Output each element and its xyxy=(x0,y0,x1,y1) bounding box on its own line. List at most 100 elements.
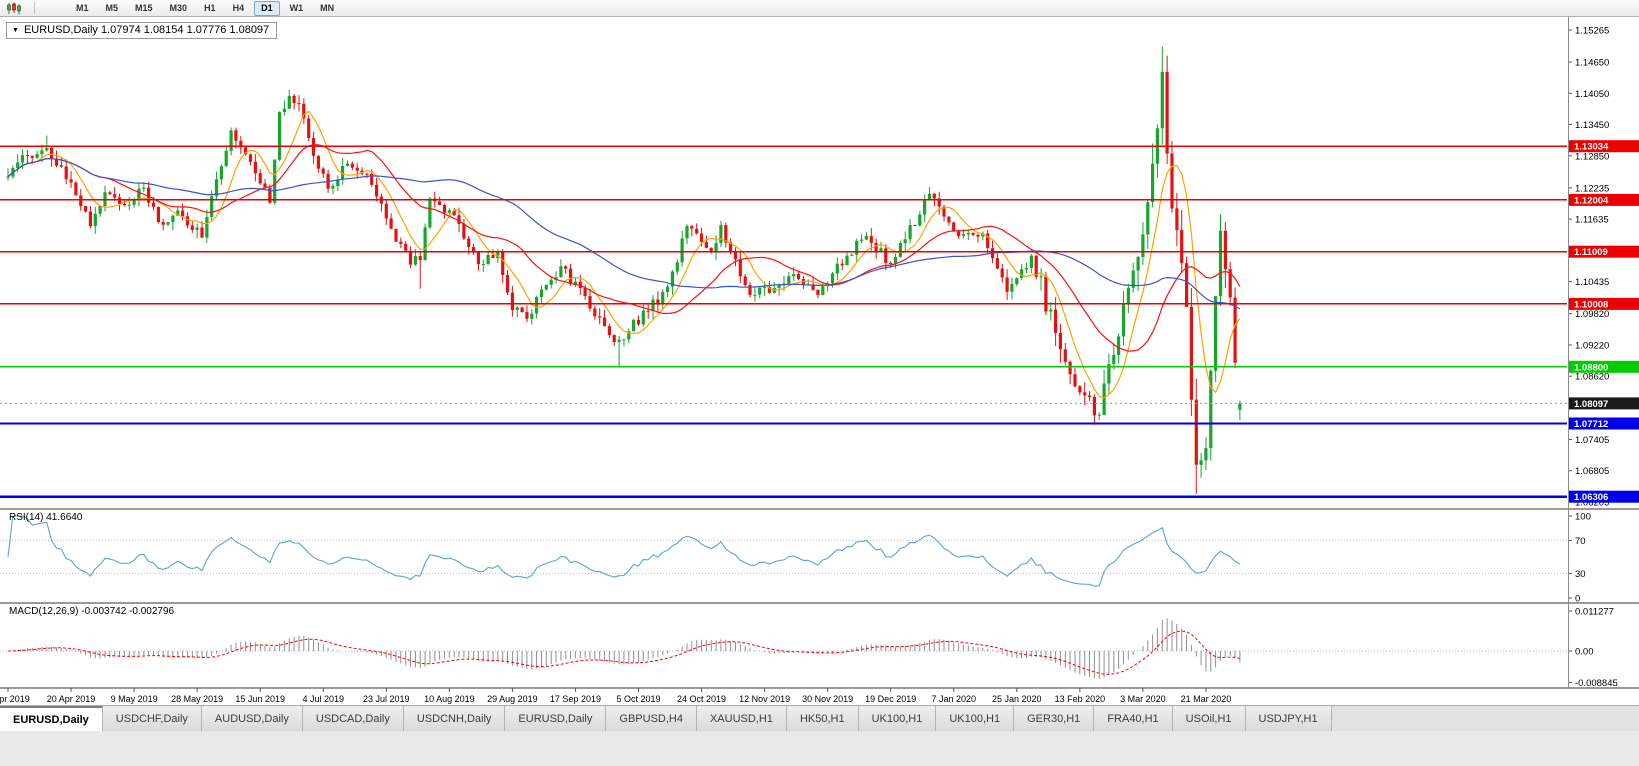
date-label: 19 Dec 2019 xyxy=(865,694,916,704)
price-tag-1.06306: 1.06306 xyxy=(1569,490,1639,503)
chart-tab-uk100-h1-9[interactable]: UK100,H1 xyxy=(858,706,937,731)
date-label: 23 Jul 2019 xyxy=(363,694,410,704)
date-label: 17 Sep 2019 xyxy=(550,694,601,704)
price-tag-1.08800: 1.08800 xyxy=(1569,360,1639,373)
timeframe-w1-button[interactable]: W1 xyxy=(289,2,304,13)
date-label: 13 Feb 2020 xyxy=(1055,694,1106,704)
chart-tab-audusd-daily-2[interactable]: AUDUSD,Daily xyxy=(201,706,303,731)
svg-text:1.06306: 1.06306 xyxy=(1574,492,1608,503)
price-tick-label: 1.07405 xyxy=(1575,435,1609,446)
rsi-tick-label: 0 xyxy=(1575,594,1580,605)
date-label: 24 Oct 2019 xyxy=(677,694,726,704)
price-tick-label: 1.15265 xyxy=(1575,26,1609,37)
collapse-triangle-icon[interactable]: ▼ xyxy=(12,26,19,34)
macd-tick-label: 0.011277 xyxy=(1575,607,1614,618)
date-label: 30 Nov 2019 xyxy=(802,694,853,704)
date-label: 21 Mar 2020 xyxy=(1181,694,1232,704)
date-label: 10 Aug 2019 xyxy=(424,694,475,704)
price-tag-1.10008: 1.10008 xyxy=(1569,297,1639,310)
macd-indicator-label: MACD(12,26,9) -0.003742 -0.002796 xyxy=(9,606,175,617)
chart-tab-fra40-h1-12[interactable]: FRA40,H1 xyxy=(1094,706,1173,731)
date-label: 15 Jun 2019 xyxy=(235,694,285,704)
date-label: 12 Nov 2019 xyxy=(739,694,790,704)
rsi-indicator-label: RSI(14) 41.6640 xyxy=(9,512,83,523)
price-tick-label: 1.06805 xyxy=(1575,466,1609,477)
price-tick-label: 1.10435 xyxy=(1575,277,1609,288)
price-tag-1.11009: 1.11009 xyxy=(1569,245,1639,258)
price-tick-label: 1.09220 xyxy=(1575,340,1609,351)
macd-tick-label: -0.008845 xyxy=(1575,678,1618,689)
chart-tab-xauusd-h1-7[interactable]: XAUUSD,H1 xyxy=(696,706,787,731)
chart-title: EURUSD,Daily 1.07974 1.08154 1.07776 1.0… xyxy=(23,24,270,36)
date-label: 7 Jan 2020 xyxy=(931,694,976,704)
timeframe-m1-button[interactable]: M1 xyxy=(76,2,89,13)
chart-tab-hk50-h1-8[interactable]: HK50,H1 xyxy=(786,706,859,731)
price-tick-label: 1.14650 xyxy=(1575,58,1609,69)
rsi-line xyxy=(7,515,1241,587)
date-label: 28 May 2019 xyxy=(171,694,223,704)
macd-signal-line xyxy=(7,630,1241,675)
fast-ma-line xyxy=(7,110,1241,399)
date-label: 4 Jul 2019 xyxy=(302,694,344,704)
date-label: 3 Mar 2020 xyxy=(1120,694,1166,704)
rsi-tick-label: 70 xyxy=(1575,536,1586,547)
slow-ma-line xyxy=(7,158,1241,310)
price-tick-label: 1.13450 xyxy=(1575,120,1609,131)
date-label: 25 Jan 2020 xyxy=(992,694,1042,704)
price-tick-label: 1.11635 xyxy=(1575,215,1609,226)
svg-text:1.08097: 1.08097 xyxy=(1574,399,1608,410)
svg-text:1.11009: 1.11009 xyxy=(1574,247,1608,258)
price-tag-1.08097: 1.08097 xyxy=(1569,397,1639,410)
timeframe-m30-button[interactable]: M30 xyxy=(169,2,188,13)
price-tick-label: 1.09820 xyxy=(1575,309,1609,320)
price-tag-1.12004: 1.12004 xyxy=(1569,193,1639,206)
price-tick-label: 1.14050 xyxy=(1575,89,1609,100)
timeframe-m15-button[interactable]: M15 xyxy=(135,2,153,13)
timeframe-h1-button[interactable]: H1 xyxy=(204,2,216,13)
price-tick-label: 1.12235 xyxy=(1575,183,1609,194)
date-label: 20 Apr 2019 xyxy=(47,694,96,704)
price-tag-1.13034: 1.13034 xyxy=(1569,140,1639,153)
chart-area[interactable]: 1.15265 1.14650 1.14050 1.13450 1.12850 1.122… xyxy=(0,17,1639,705)
price-tag-1.07712: 1.07712 xyxy=(1569,417,1639,430)
price-chart-canvas[interactable]: 1.15265 1.14650 1.14050 1.13450 1.12850 1.122… xyxy=(0,17,1639,705)
chart-tab-usdjpy-h1-14[interactable]: USDJPY,H1 xyxy=(1245,706,1332,731)
timeframe-d1-button[interactable]: D1 xyxy=(254,0,280,16)
price-tick-label: 1.12850 xyxy=(1575,151,1609,162)
chart-tab-uk100-h1-10[interactable]: UK100,H1 xyxy=(936,706,1015,731)
chart-tab-gbpusd-h4-6[interactable]: GBPUSD,H4 xyxy=(606,706,697,731)
chart-tab-usdcnh-daily-4[interactable]: USDCNH,Daily xyxy=(403,706,506,731)
chart-tab-eurusd-daily-5[interactable]: EURUSD,Daily xyxy=(505,706,607,731)
chart-tab-usoil-h1-13[interactable]: USOil,H1 xyxy=(1172,706,1246,731)
date-label: 2 Apr 2019 xyxy=(0,694,30,704)
rsi-tick-label: 30 xyxy=(1575,569,1586,580)
price-tick-label: 1.06205 xyxy=(1575,498,1609,509)
rsi-tick-label: 100 xyxy=(1575,512,1591,523)
timeframe-mn-button[interactable]: MN xyxy=(320,2,335,13)
price-tick-label: 1.08620 xyxy=(1575,372,1609,383)
candlestick-chart-icon[interactable] xyxy=(4,2,22,15)
svg-text:1.13034: 1.13034 xyxy=(1574,142,1609,153)
svg-text:1.08800: 1.08800 xyxy=(1574,362,1608,373)
chart-tab-ger30-h1-11[interactable]: GER30,H1 xyxy=(1014,706,1095,731)
timeframe-buttons: M1 M5 M15 M30 H1 H4 D1 W1 MN xyxy=(69,0,341,16)
timeframe-h4-button[interactable]: H4 xyxy=(232,2,245,13)
timeframe-toolbar: M1 M5 M15 M30 H1 H4 D1 W1 MN xyxy=(0,0,1639,17)
date-label: 9 May 2019 xyxy=(111,694,158,704)
window-bottom-strip xyxy=(0,731,1639,766)
macd-tick-label: 0.00 xyxy=(1575,647,1594,658)
price-axis[interactable]: 1.15265 1.14650 1.14050 1.13450 1.12850 1.122… xyxy=(1569,26,1609,509)
svg-text:1.12004: 1.12004 xyxy=(1574,195,1609,206)
chart-tabs-bar: EURUSD,Daily USDCHF,Daily AUDUSD,Daily USDC… xyxy=(0,705,1639,731)
date-axis[interactable]: 2 Apr 2019 20 Apr 2019 9 May 2019 28 May 20… xyxy=(0,688,1231,704)
svg-text:1.07712: 1.07712 xyxy=(1574,419,1608,430)
chart-tab-usdcad-daily-3[interactable]: USDCAD,Daily xyxy=(302,706,404,731)
toolbar-separator xyxy=(34,2,35,14)
date-label: 29 Aug 2019 xyxy=(487,694,538,704)
date-label: 5 Oct 2019 xyxy=(616,694,660,704)
chart-tab-eurusd-daily-0[interactable]: EURUSD,Daily xyxy=(0,706,103,731)
timeframe-m5-button[interactable]: M5 xyxy=(105,2,119,13)
chart-tab-usdchf-daily-1[interactable]: USDCHF,Daily xyxy=(102,706,202,731)
chart-title-box: ▼ EURUSD,Daily 1.07974 1.08154 1.07776 1… xyxy=(6,22,278,39)
